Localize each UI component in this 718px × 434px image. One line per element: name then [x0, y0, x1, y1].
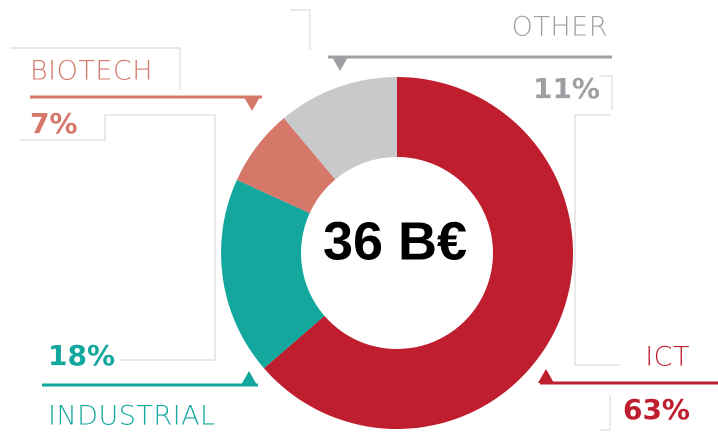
- bracket: [600, 75, 613, 110]
- bracket: [290, 9, 311, 50]
- donut-slice: [221, 179, 325, 369]
- value-label: 18%: [48, 339, 115, 372]
- category-label: BIOTECH: [30, 56, 153, 87]
- bracket: [20, 114, 216, 361]
- label-pointer: [244, 97, 260, 111]
- label-pointer: [241, 371, 257, 385]
- donut-hole: [301, 157, 493, 349]
- value-label: 7%: [30, 107, 78, 140]
- bracket: [574, 114, 620, 366]
- bracket: [10, 47, 181, 90]
- donut-slice: [283, 77, 397, 180]
- label-pointer: [538, 369, 554, 383]
- category-label: ICT: [645, 342, 690, 373]
- decor-lines: [10, 9, 620, 431]
- category-label: OTHER: [512, 12, 608, 43]
- value-label: 63%: [623, 393, 690, 426]
- category-label: INDUSTRIAL: [48, 401, 216, 432]
- center-label: 36 B€: [323, 211, 467, 271]
- bracket: [600, 395, 611, 431]
- donut-slice: [263, 77, 573, 429]
- value-label: 11%: [533, 72, 600, 105]
- label-pointer: [332, 57, 348, 71]
- donut-slice: [236, 118, 336, 214]
